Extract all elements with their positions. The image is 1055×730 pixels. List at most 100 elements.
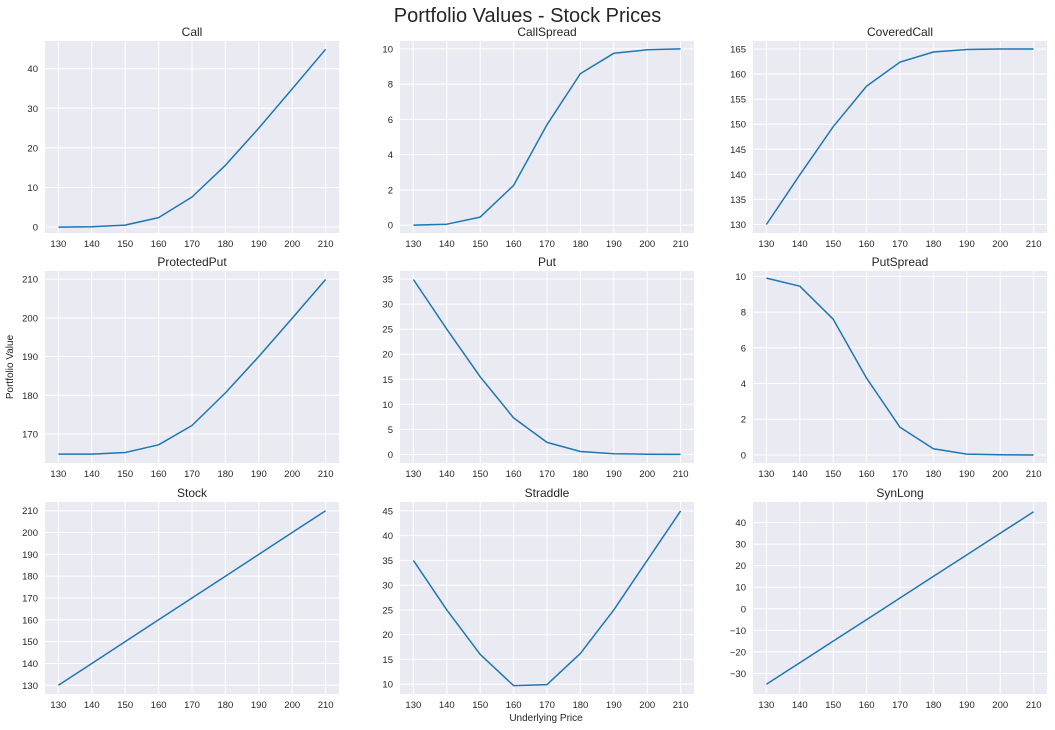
y-tick-label: 40 (735, 518, 746, 529)
series-line (766, 277, 1034, 456)
x-tick-label: 170 (184, 700, 200, 711)
suptitle: Portfolio Values - Stock Prices (394, 5, 662, 27)
x-tick-label: 210 (318, 239, 334, 250)
x-tick-label: 160 (859, 469, 875, 480)
subplot-callspread: 130 140 150 160 170 180 190 200 210 0 2 4 6 8 10 CallSp… (382, 25, 694, 250)
subplot-coveredcall: 130 140 150 160 170 180 190 200 210 130 135 140 145 1… (730, 25, 1047, 250)
x-tick-label: 140 (439, 469, 455, 480)
y-tick-label: 40 (382, 531, 393, 542)
y-tick-label: 10 (382, 680, 393, 691)
series-line (412, 279, 681, 456)
y-tick-label: 40 (27, 64, 38, 75)
y-tick-label: 30 (735, 540, 746, 551)
y-tick-label: 190 (22, 550, 38, 561)
y-tick-label: 145 (730, 145, 746, 156)
x-tick-label: 200 (284, 239, 300, 250)
x-tick-label: 130 (758, 469, 774, 480)
series-line (765, 511, 1035, 685)
x-tick-label: 150 (472, 700, 488, 711)
x-tick-label: 210 (1026, 700, 1042, 711)
x-tick-label: 190 (959, 469, 975, 480)
x-tick-label: 150 (472, 239, 488, 250)
data-point (513, 417, 515, 419)
x-tick-label: 190 (959, 239, 975, 250)
x-tick-label: 210 (673, 700, 689, 711)
y-tick-label: 135 (730, 195, 746, 206)
y-tick-label: 35 (382, 556, 393, 567)
data-point (999, 454, 1001, 456)
data-point (57, 226, 59, 228)
data-point (191, 424, 193, 426)
x-tick-label: 180 (572, 700, 588, 711)
x-tick-label: 150 (825, 239, 841, 250)
x-tick-label: 140 (84, 469, 100, 480)
y-tick-label: 150 (22, 637, 38, 648)
y-tick-label: 6 (741, 343, 746, 354)
x-axis-label: Underlying Price (509, 713, 583, 724)
y-tick-label: 10 (27, 183, 38, 194)
x-tick-label: 190 (251, 239, 267, 250)
y-tick-label: 25 (382, 605, 393, 616)
subplot-title: Call (182, 25, 203, 39)
y-tick-label: 140 (22, 659, 38, 670)
x-tick-label: 180 (217, 239, 233, 250)
data-point (479, 376, 481, 378)
data-point (224, 392, 226, 394)
x-tick-label: 140 (439, 700, 455, 711)
y-tick-label: 4 (388, 150, 393, 161)
subplot-title: SynLong (876, 486, 923, 500)
x-tick-label: 170 (892, 239, 908, 250)
data-point (446, 609, 448, 611)
data-point (765, 277, 767, 279)
y-tick-label: 20 (382, 350, 393, 361)
data-point (646, 559, 648, 561)
x-tick-label: 210 (673, 239, 689, 250)
x-tick-label: 170 (892, 700, 908, 711)
data-point (513, 184, 515, 186)
y-tick-label: 10 (382, 44, 393, 55)
data-point (325, 510, 327, 512)
x-tick-label: 190 (959, 700, 975, 711)
y-tick-label: 170 (22, 429, 38, 440)
data-point (680, 48, 682, 50)
data-point (546, 124, 548, 126)
subplot-stock: 130 140 150 160 170 180 190 200 210 130 140 150 160 1… (22, 486, 339, 711)
x-tick-label: 140 (84, 700, 100, 711)
x-tick-label: 200 (639, 700, 655, 711)
data-point (124, 452, 126, 454)
data-point (158, 444, 160, 446)
data-point (832, 126, 834, 128)
data-point (799, 662, 801, 664)
data-point (966, 554, 968, 556)
y-tick-label: 0 (388, 221, 393, 232)
data-point (224, 575, 226, 577)
data-point (966, 453, 968, 455)
x-tick-label: 130 (405, 239, 421, 250)
y-tick-label: 8 (388, 80, 393, 91)
data-point (291, 532, 293, 534)
subplot-title: Straddle (525, 486, 570, 500)
x-tick-label: 190 (251, 469, 267, 480)
data-point (412, 559, 414, 561)
y-tick-label: 0 (33, 223, 38, 234)
data-point (57, 684, 59, 686)
x-tick-label: 180 (925, 700, 941, 711)
x-tick-label: 160 (151, 700, 167, 711)
x-tick-label: 210 (1026, 469, 1042, 480)
y-tick-label: −20 (730, 647, 746, 658)
x-tick-label: 130 (50, 239, 66, 250)
data-point (613, 453, 615, 455)
x-tick-label: 140 (84, 239, 100, 250)
data-point (258, 127, 260, 129)
data-point (932, 51, 934, 53)
y-tick-label: 4 (741, 379, 746, 390)
data-point (866, 85, 868, 87)
y-tick-label: 5 (388, 425, 393, 436)
data-point (191, 196, 193, 198)
y-tick-label: 30 (382, 581, 393, 592)
y-tick-label: 190 (22, 352, 38, 363)
data-point (899, 426, 901, 428)
x-tick-label: 200 (639, 239, 655, 250)
y-axis-label: Portfolio Value (5, 334, 16, 399)
x-tick-label: 190 (606, 469, 622, 480)
